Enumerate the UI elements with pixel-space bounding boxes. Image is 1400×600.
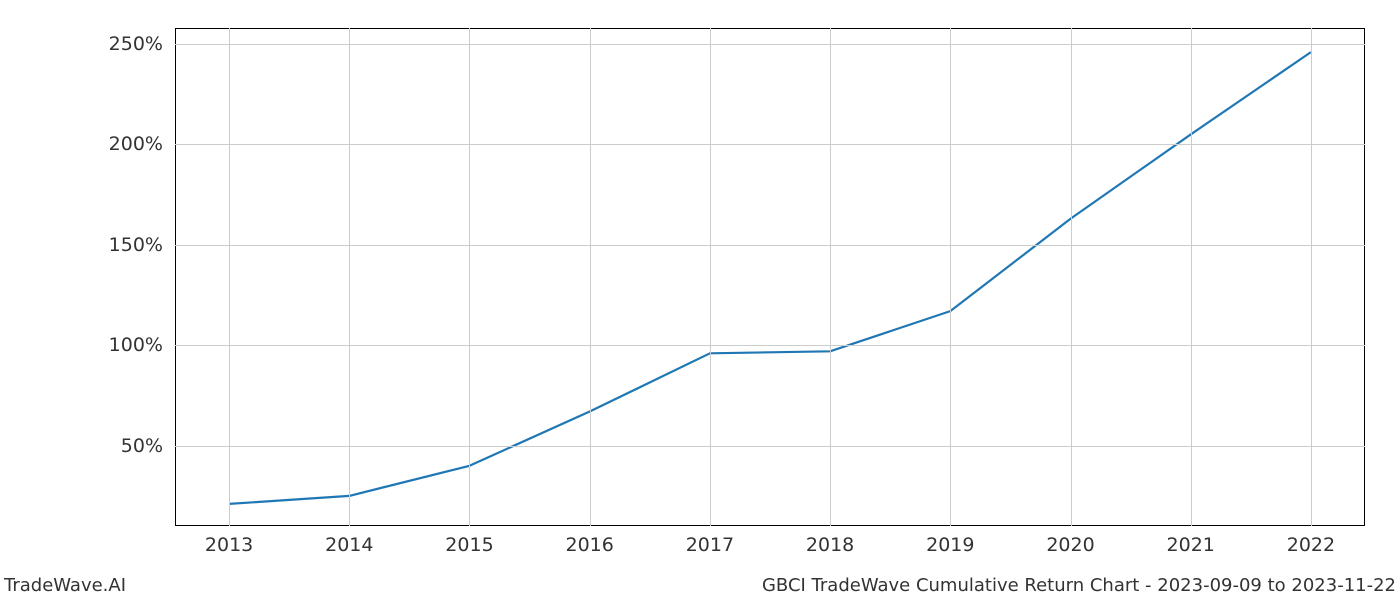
gridline-vertical [710, 28, 711, 526]
x-tick-label: 2018 [806, 534, 854, 556]
gridline-vertical [229, 28, 230, 526]
series-line [229, 52, 1311, 504]
y-tick-label: 100% [109, 334, 163, 356]
gridline-horizontal [175, 345, 1365, 346]
x-tick-label: 2016 [566, 534, 614, 556]
x-tick-label: 2019 [926, 534, 974, 556]
gridline-vertical [1071, 28, 1072, 526]
x-tick-label: 2021 [1167, 534, 1215, 556]
gridline-vertical [950, 28, 951, 526]
y-tick-label: 250% [109, 33, 163, 55]
gridline-vertical [1191, 28, 1192, 526]
gridline-vertical [469, 28, 470, 526]
gridline-vertical [349, 28, 350, 526]
chart-caption: GBCI TradeWave Cumulative Return Chart -… [762, 575, 1396, 596]
gridline-vertical [1311, 28, 1312, 526]
gridline-horizontal [175, 245, 1365, 246]
brand-label: TradeWave.AI [4, 575, 126, 596]
gridline-horizontal [175, 144, 1365, 145]
x-tick-label: 2014 [325, 534, 373, 556]
gridline-vertical [590, 28, 591, 526]
x-tick-label: 2013 [205, 534, 253, 556]
chart-container: 2013 2014 2015 2016 2017 2018 2019 2020 2021 2022… [0, 0, 1400, 600]
y-tick-label: 200% [109, 133, 163, 155]
x-tick-label: 2020 [1046, 534, 1094, 556]
y-tick-label: 50% [121, 435, 163, 457]
gridline-horizontal [175, 446, 1365, 447]
x-tick-label: 2017 [686, 534, 734, 556]
x-tick-label: 2022 [1287, 534, 1335, 556]
y-tick-label: 150% [109, 234, 163, 256]
gridline-vertical [830, 28, 831, 526]
gridline-horizontal [175, 44, 1365, 45]
x-tick-label: 2015 [445, 534, 493, 556]
